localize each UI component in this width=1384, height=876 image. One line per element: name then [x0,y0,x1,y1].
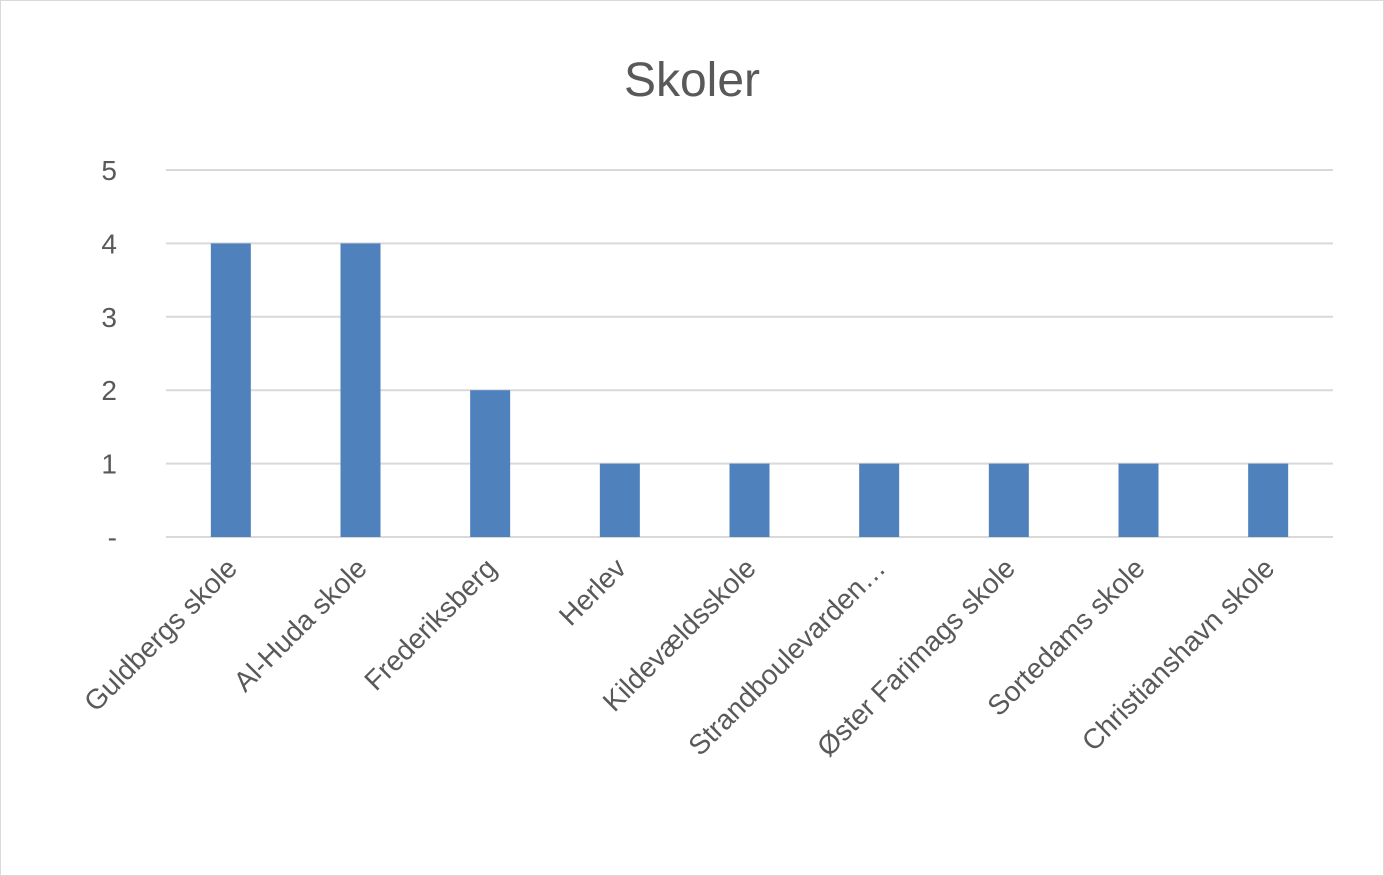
y-tick-label: 5 [101,155,117,186]
y-tick-label: - [108,522,117,553]
x-tick-label: Al-Huda skole [228,552,373,697]
bar [210,243,251,537]
bar [729,463,770,537]
y-tick-label: 4 [101,228,117,259]
bar [599,463,640,537]
bar [1118,463,1159,537]
bar [470,390,511,537]
y-tick-label: 1 [101,449,117,480]
y-axis-ticks: - 1 2 3 4 5 [101,155,117,553]
bar [988,463,1029,537]
y-tick-label: 2 [101,375,117,406]
chart-title: Skoler [624,54,760,107]
x-tick-label: Guldbergs skole [78,552,243,717]
bar [340,243,381,537]
x-tick-label: Frederiksberg [358,552,502,696]
bar [1248,463,1289,537]
x-tick-label: Herlev [553,552,632,631]
y-tick-label: 3 [101,302,117,333]
bar [859,463,900,537]
bars [210,243,1289,537]
